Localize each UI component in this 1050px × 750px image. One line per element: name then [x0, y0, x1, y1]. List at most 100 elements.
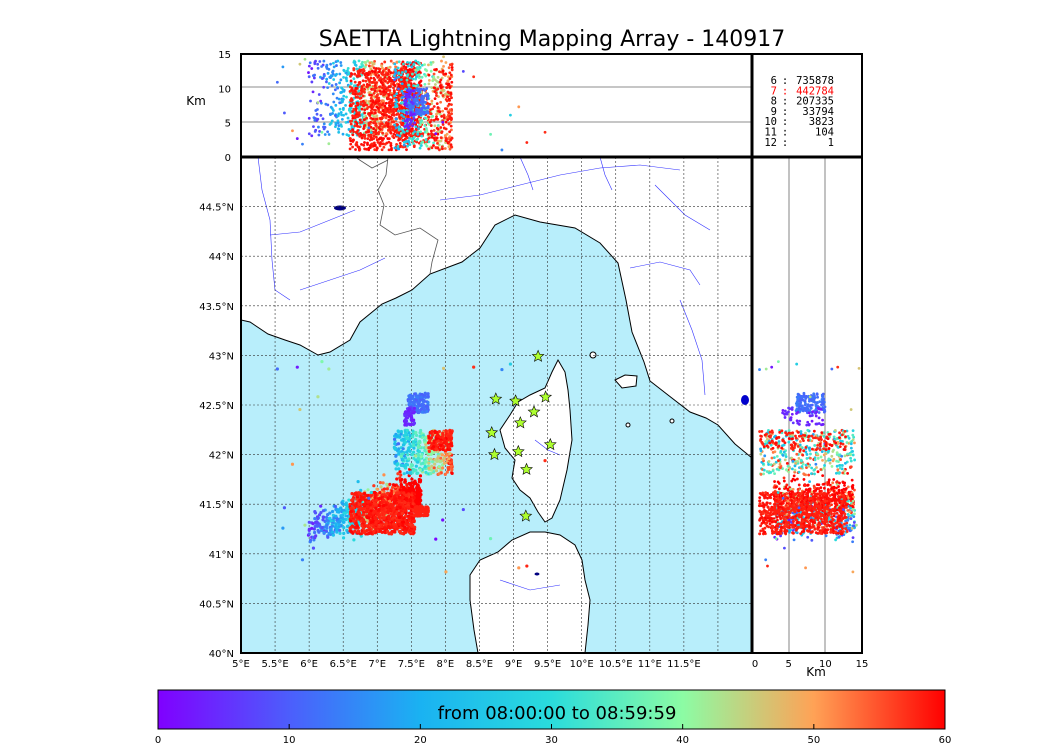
lightning-altitude-lon: [332, 100, 336, 104]
lightning-source: [382, 487, 387, 491]
lightning-altitude-lon: [335, 64, 338, 67]
lightning-altitude-lon: [449, 124, 453, 128]
lightning-altitude-lon: [345, 95, 348, 99]
lightning-altitude-lon: [402, 85, 406, 89]
lightning-source: [396, 442, 401, 446]
lightning-altitude-lon: [392, 132, 396, 136]
lightning-altitude-lon: [431, 60, 435, 64]
lat-tick-label: 42°N: [209, 451, 234, 462]
lightning-altitude-lon: [336, 86, 340, 90]
lightning-altitude-lon: [438, 110, 442, 114]
lightning-altitude-lon: [335, 96, 339, 100]
lightning-source: [400, 438, 404, 442]
lightning-altitude-lon: [426, 104, 430, 108]
lightning-altitude-lon: [386, 88, 390, 91]
lightning-altitude-lon: [407, 140, 411, 144]
lightning-altitude-lon: [394, 71, 398, 75]
lightning-source: [371, 498, 375, 503]
lightning-altitude-lon: [326, 86, 330, 89]
lightning-altitude-lon: [281, 65, 285, 69]
lightning-source: [356, 529, 360, 534]
lightning-altitude-lon: [378, 128, 382, 131]
altitude-lon-tick-label: 15: [218, 50, 231, 61]
lightning-altitude-lon: [325, 65, 329, 69]
lightning-source: [408, 528, 413, 533]
lightning-altitude-lon: [383, 92, 387, 96]
lightning-source: [382, 473, 386, 477]
histogram-count: 33794: [802, 106, 834, 118]
lightning-altitude-lon: [405, 89, 409, 92]
lightning-altitude-lon: [407, 97, 411, 101]
map-land: [241, 157, 752, 653]
lightning-altitude-lon: [390, 120, 394, 124]
lightning-source: [413, 454, 418, 458]
lightning-source: [404, 497, 409, 501]
lightning-source: [412, 418, 416, 422]
lightning-source: [373, 495, 377, 500]
lightning-source: [403, 418, 407, 422]
lon-tick-label: 9.5°E: [534, 659, 561, 670]
lightning-source: [417, 450, 422, 454]
lightning-source: [439, 456, 443, 460]
lightning-altitude-lon: [373, 89, 377, 93]
lightning-source: [488, 536, 493, 541]
lightning-altitude-lon: [427, 73, 431, 77]
lightning-altitude-lon: [398, 105, 401, 109]
lightning-altitude-lon: [408, 78, 412, 82]
lightning-altitude-lon: [378, 89, 382, 93]
lightning-altitude-lon: [436, 75, 440, 79]
lightning-altitude-lon: [316, 108, 319, 111]
lightning-altitude-lon: [340, 117, 344, 121]
lightning-source: [419, 395, 423, 399]
lightning-altitude-lon: [390, 104, 394, 107]
lightning-altitude-lon: [380, 122, 384, 126]
lightning-altitude-lon: [450, 66, 454, 69]
lightning-altitude-lon: [420, 134, 424, 138]
lightning-source: [399, 463, 403, 468]
lightning-altitude-lon: [362, 83, 366, 87]
lightning-altitude-lon: [400, 87, 404, 91]
lightning-altitude-lon: [423, 82, 427, 86]
lightning-altitude-lon: [377, 67, 381, 71]
lightning-source: [397, 467, 401, 471]
lightning-altitude-lon: [329, 113, 332, 117]
lightning-source: [345, 509, 350, 513]
lightning-altitude-lon: [356, 125, 360, 128]
lightning-altitude-lon: [432, 86, 436, 90]
lightning-altitude-lon: [399, 73, 403, 77]
river-rhone: [257, 157, 291, 301]
lightning-source: [378, 491, 382, 495]
river-durance: [299, 257, 386, 291]
lightning-source: [386, 510, 390, 514]
lightning-source: [328, 511, 332, 515]
lightning-source: [389, 502, 393, 507]
lightning-altitude-lon: [414, 70, 418, 74]
lightning-source: [397, 450, 401, 454]
lightning-altitude-lon: [371, 117, 375, 121]
lightning-altitude-lon: [439, 136, 443, 140]
lightning-altitude-lon: [408, 76, 412, 80]
lightning-altitude-lon: [436, 141, 439, 145]
lightning-altitude-lon: [418, 118, 421, 121]
histogram-label: 8: [771, 96, 777, 108]
lightning-source: [398, 505, 402, 509]
lightning-source: [525, 564, 529, 568]
lightning-source: [418, 502, 422, 506]
lightning-source: [448, 434, 452, 438]
lightning-altitude-lon: [312, 125, 315, 129]
lightning-source: [410, 520, 414, 524]
lightning-altitude-lon: [440, 145, 444, 149]
lightning-altitude-lon: [434, 83, 437, 86]
lightning-altitude-lon: [396, 112, 400, 115]
giglio-island: [625, 422, 631, 428]
lightning-altitude-lon: [411, 137, 415, 141]
lightning-source: [408, 498, 412, 503]
lightning-source: [417, 454, 421, 458]
histogram-label: 9: [771, 106, 777, 118]
lightning-source: [415, 494, 420, 498]
lightning-altitude-lon: [433, 124, 437, 128]
lightning-source: [395, 527, 399, 531]
lightning-altitude-lat: [792, 538, 796, 542]
lightning-altitude-lon: [379, 136, 383, 140]
lightning-source: [394, 459, 399, 463]
